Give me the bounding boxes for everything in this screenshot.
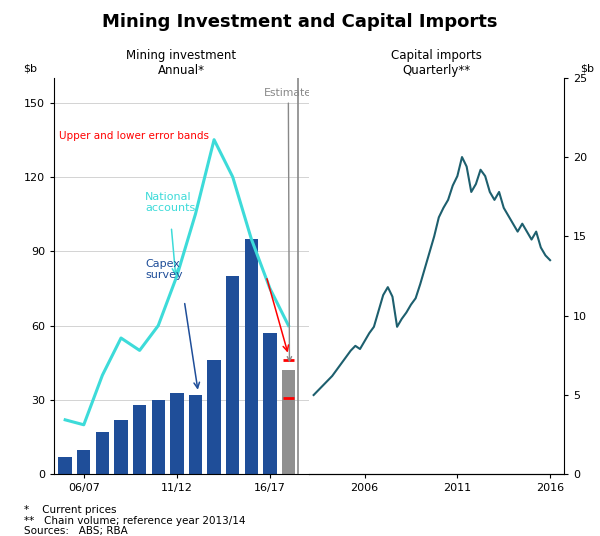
Bar (95, 432, 109, 474)
Bar (77, 450, 91, 474)
Text: Upper and lower error bands: Upper and lower error bands (59, 131, 209, 142)
Text: Capex
survey: Capex survey (145, 259, 183, 280)
Bar (208, 360, 221, 474)
Bar (245, 239, 258, 474)
Text: Sources:   ABS; RBA: Sources: ABS; RBA (24, 526, 128, 536)
Title: Capital imports
Quarterly**: Capital imports Quarterly** (391, 49, 482, 77)
Text: $b: $b (581, 64, 595, 74)
Text: *    Current prices: * Current prices (24, 505, 116, 515)
Title: Mining investment
Annual*: Mining investment Annual* (127, 49, 236, 77)
Bar (189, 395, 202, 474)
Bar (133, 405, 146, 474)
Text: National
accounts: National accounts (145, 192, 196, 213)
Text: $b: $b (23, 64, 37, 74)
Text: **   Chain volume; reference year 2013/14: ** Chain volume; reference year 2013/14 (24, 516, 245, 526)
Bar (226, 276, 239, 474)
Bar (263, 333, 277, 474)
Bar (282, 370, 295, 474)
Bar (152, 400, 165, 474)
Text: Mining Investment and Capital Imports: Mining Investment and Capital Imports (102, 13, 498, 32)
Bar (58, 457, 72, 474)
Bar (115, 420, 128, 474)
Bar (170, 392, 184, 474)
Text: Estimate: Estimate (265, 87, 313, 361)
